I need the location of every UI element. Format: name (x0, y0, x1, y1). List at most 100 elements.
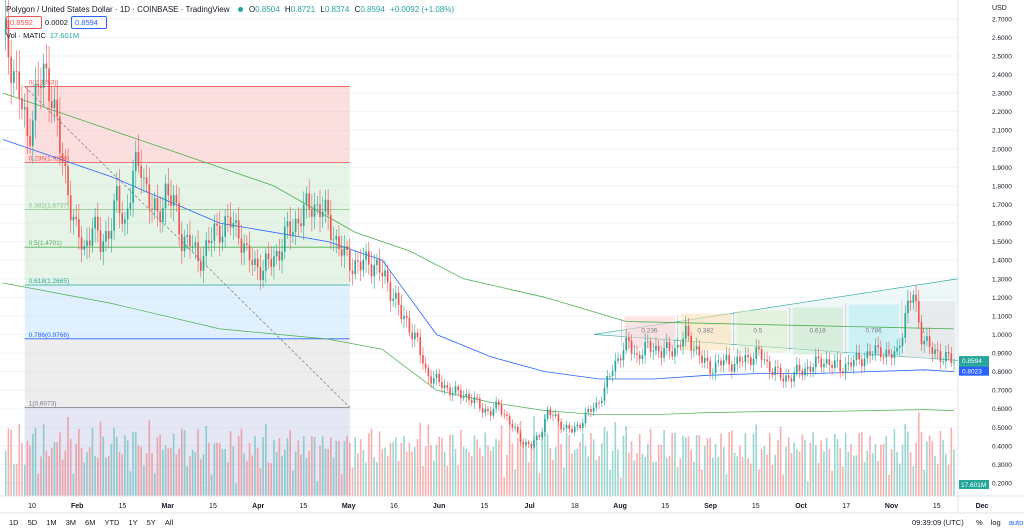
candle-body (850, 362, 852, 367)
volume-bar (733, 452, 736, 496)
candle-body (367, 251, 370, 265)
candle-body (907, 300, 909, 314)
volume-bar (473, 435, 476, 496)
volume-bar (701, 469, 703, 496)
volume-bar (373, 457, 376, 496)
volume-bar (595, 460, 598, 496)
volume-legend[interactable]: Vol · MATIC 17.601M (6, 31, 79, 40)
buy-button[interactable]: 0.8594 (70, 16, 107, 29)
volume-bar (720, 433, 722, 496)
candle-body (31, 120, 34, 146)
candle-body (359, 261, 362, 271)
ohlc-open-value: 0.8504 (255, 5, 280, 14)
candle-body (384, 270, 386, 277)
candle-body (61, 153, 64, 162)
candle-body (481, 408, 484, 413)
candle-body (717, 360, 720, 363)
candle-body (619, 358, 622, 361)
volume-bar (278, 438, 281, 496)
candle-body (801, 370, 804, 376)
currency-label[interactable]: USD (992, 5, 1007, 12)
time-tick-label: Feb (71, 503, 83, 510)
volume-bar (863, 461, 866, 496)
candle-body (221, 236, 224, 243)
volume-bar (817, 463, 820, 496)
range-5d[interactable]: 5D (27, 518, 38, 527)
volume-bar (26, 440, 29, 496)
volume-bar (351, 467, 354, 496)
volume-bar (801, 434, 804, 496)
candle-body (199, 261, 202, 271)
volume-bar (839, 448, 842, 496)
percent-toggle[interactable]: % (976, 518, 983, 527)
volume-bar (316, 481, 319, 496)
volume-bar (484, 432, 487, 496)
candle-body (858, 352, 860, 360)
candle-body (714, 362, 717, 374)
volume-bar (852, 455, 855, 496)
candle-body (647, 341, 649, 343)
candle-body (644, 341, 646, 356)
candle-body (844, 364, 847, 373)
volume-bar (649, 428, 652, 496)
candle-body (560, 421, 562, 430)
volume-bar (194, 452, 197, 496)
candle-body (430, 376, 432, 384)
range-6m[interactable]: 6M (85, 518, 96, 527)
range-1y[interactable]: 1Y (128, 518, 138, 527)
candle-body (693, 349, 695, 351)
candle-body (909, 300, 912, 303)
fib-level-label: 0(2.3353) (29, 80, 57, 87)
range-1m[interactable]: 1M (46, 518, 57, 527)
candle-body (901, 337, 904, 346)
log-toggle[interactable]: log (990, 518, 1001, 527)
candle-body (931, 347, 934, 354)
volume-bar (308, 451, 310, 496)
volume-bar (297, 440, 300, 496)
volume-bar (896, 451, 898, 496)
price-tick-label: 1.5000 (992, 239, 1012, 246)
volume-bar (641, 453, 644, 496)
candle-body (468, 393, 470, 401)
candle-body (657, 345, 660, 352)
candle-body (305, 193, 308, 205)
symbol-title[interactable]: Polygon / United States Dollar · 1D · CO… (6, 5, 230, 14)
candle-body (235, 220, 237, 224)
candle-body (56, 99, 59, 117)
volume-bar (178, 448, 180, 496)
volume-bar (871, 453, 874, 496)
volume-bar (888, 474, 890, 496)
range-3m[interactable]: 3M (65, 518, 77, 527)
candle-body (495, 401, 497, 409)
price-tick-label: 1.1000 (992, 313, 1012, 320)
range-ytd[interactable]: YTD (104, 518, 120, 527)
candle-body (23, 107, 26, 110)
volume-bar (148, 420, 151, 496)
volume-bar (880, 444, 882, 496)
candle-body (785, 375, 787, 382)
volume-bar (94, 455, 96, 496)
candle-body (164, 183, 167, 209)
candle-body (69, 195, 72, 221)
candle-body (936, 349, 939, 352)
candle-body (324, 199, 327, 212)
range-1d[interactable]: 1D (9, 518, 19, 527)
candle-body (80, 237, 83, 250)
volume-bar (934, 455, 936, 496)
candle-body (405, 315, 408, 318)
range-all[interactable]: All (164, 518, 174, 527)
utc-clock[interactable]: 09:39:09 (UTC) (912, 518, 964, 527)
volume-bar (603, 427, 606, 496)
symbol-legend: Polygon / United States Dollar · 1D · CO… (6, 4, 457, 15)
sell-button[interactable]: 0.8592 (6, 16, 42, 29)
time-tick-label: Jul (525, 503, 535, 510)
volume-bar (633, 460, 636, 496)
candle-body (45, 63, 48, 69)
candle-body (170, 195, 172, 206)
range-5y[interactable]: 5Y (146, 518, 156, 527)
candles (4, 0, 955, 450)
volume-bar (56, 442, 59, 496)
auto-toggle[interactable]: auto (1008, 518, 1024, 527)
